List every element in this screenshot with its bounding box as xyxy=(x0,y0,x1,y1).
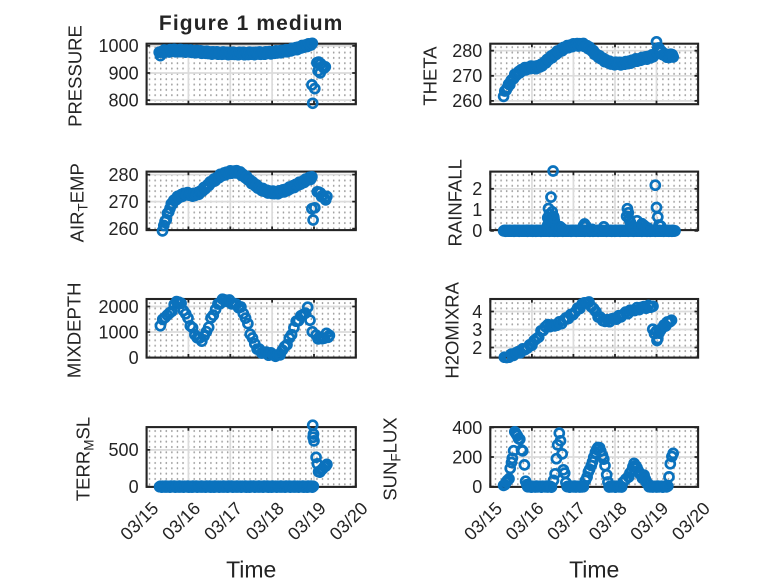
svg-text:0: 0 xyxy=(472,477,482,497)
svg-text:270: 270 xyxy=(109,192,139,212)
svg-text:THETA: THETA xyxy=(420,46,441,106)
svg-text:TERRM​SL: TERRM​SL xyxy=(73,417,97,501)
svg-text:900: 900 xyxy=(109,63,139,83)
svg-text:0: 0 xyxy=(472,221,482,241)
svg-text:Time: Time xyxy=(226,557,276,583)
svg-text:1000: 1000 xyxy=(99,322,139,342)
svg-text:260: 260 xyxy=(109,219,139,239)
svg-text:0: 0 xyxy=(129,477,139,497)
svg-text:400: 400 xyxy=(452,418,482,438)
svg-text:3: 3 xyxy=(472,320,482,340)
svg-text:270: 270 xyxy=(452,66,482,86)
svg-text:RAINFALL: RAINFALL xyxy=(445,159,466,246)
svg-text:SUNF​LUX: SUNF​LUX xyxy=(380,417,404,500)
svg-text:0: 0 xyxy=(129,348,139,368)
svg-text:MIXDEPTH: MIXDEPTH xyxy=(64,283,85,379)
svg-text:200: 200 xyxy=(452,447,482,467)
svg-text:800: 800 xyxy=(109,90,139,110)
svg-text:280: 280 xyxy=(452,41,482,61)
svg-text:Time: Time xyxy=(569,557,619,583)
svg-text:Figure 1 medium: Figure 1 medium xyxy=(159,12,344,35)
svg-text:AIRT​EMP: AIRT​EMP xyxy=(67,163,91,242)
svg-text:1000: 1000 xyxy=(99,36,139,56)
svg-text:260: 260 xyxy=(452,91,482,111)
svg-text:1: 1 xyxy=(472,200,482,220)
svg-text:280: 280 xyxy=(109,165,139,185)
svg-text:2: 2 xyxy=(472,179,482,199)
svg-text:500: 500 xyxy=(109,440,139,460)
svg-text:PRESSURE: PRESSURE xyxy=(65,25,86,127)
svg-text:2: 2 xyxy=(472,338,482,358)
svg-text:2000: 2000 xyxy=(99,297,139,317)
svg-text:4: 4 xyxy=(472,302,482,322)
svg-text:H2OMIXRA: H2OMIXRA xyxy=(442,281,463,378)
